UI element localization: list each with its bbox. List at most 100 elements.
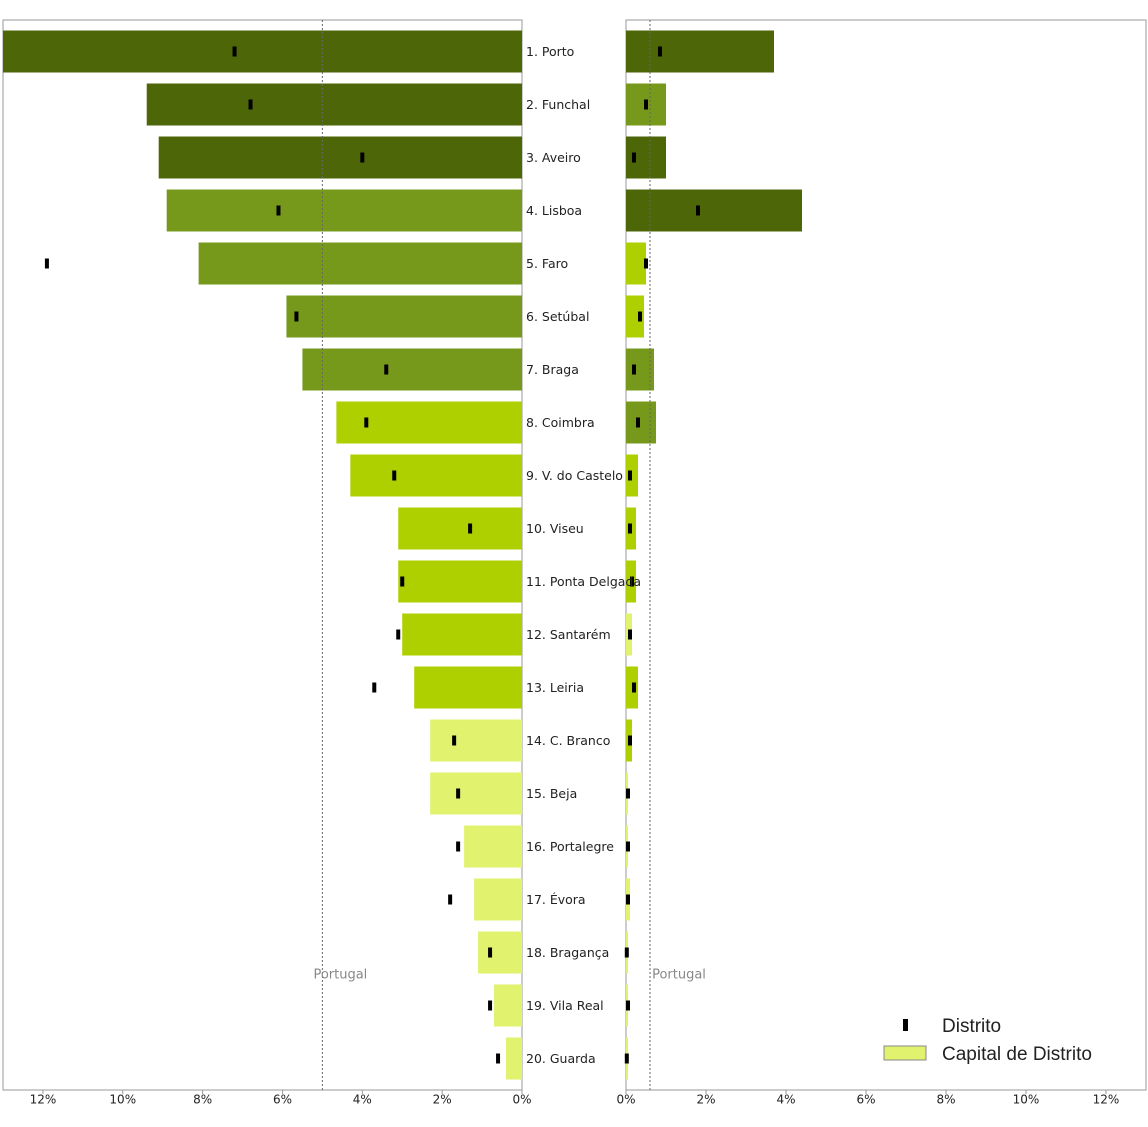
bar (464, 825, 522, 868)
category-label: 4. Lisboa (526, 203, 582, 218)
x-tick-label: 0% (512, 1093, 531, 1107)
marker (626, 1000, 630, 1011)
marker (392, 470, 397, 481)
marker (248, 99, 253, 110)
x-tick-label: 0% (616, 1093, 635, 1107)
marker (276, 205, 281, 216)
marker (624, 947, 629, 958)
marker (468, 523, 473, 534)
bar (430, 719, 522, 762)
marker (448, 894, 453, 905)
bar (402, 613, 522, 656)
marker (372, 682, 377, 693)
bar (626, 30, 774, 73)
category-label: 17. Évora (526, 892, 586, 907)
x-tick-label: 8% (193, 1093, 212, 1107)
category-label: 6. Setúbal (526, 309, 589, 324)
bar (166, 189, 522, 232)
marker (232, 46, 237, 57)
marker (456, 841, 461, 852)
marker (44, 258, 49, 269)
legend-marker (903, 1019, 908, 1031)
marker (396, 629, 401, 640)
x-tick-label: 12% (1093, 1093, 1120, 1107)
bar (398, 560, 522, 603)
x-tick-label: 4% (776, 1093, 795, 1107)
x-tick-label: 12% (30, 1093, 57, 1107)
reference-label: Portugal (652, 968, 706, 983)
category-label: 5. Faro (526, 256, 568, 271)
category-label: 14. C. Branco (526, 733, 610, 748)
category-label: 1. Porto (526, 44, 574, 59)
marker (626, 788, 630, 799)
category-label: 18. Bragança (526, 945, 609, 960)
x-tick-label: 2% (433, 1093, 452, 1107)
legend-label: Capital de Distrito (942, 1044, 1092, 1065)
x-tick-label: 6% (273, 1093, 292, 1107)
marker (644, 99, 648, 110)
category-label: 13. Leiria (526, 680, 584, 695)
bar (198, 242, 522, 285)
marker (456, 788, 461, 799)
panel-frame (625, 19, 1147, 1091)
bar (302, 348, 522, 391)
marker (632, 682, 636, 693)
marker (400, 576, 405, 587)
bar (626, 242, 646, 285)
bar (626, 401, 656, 444)
bar (506, 1037, 522, 1080)
marker (628, 470, 632, 481)
category-label: 7. Braga (526, 362, 579, 377)
category-label: 19. Vila Real (526, 998, 604, 1013)
bar (414, 666, 522, 709)
category-label: 10. Viseu (526, 521, 584, 536)
category-label: 15. Beja (526, 786, 577, 801)
marker (294, 311, 299, 322)
bar (158, 136, 522, 179)
marker (628, 735, 632, 746)
bar (626, 189, 802, 232)
category-label: 3. Aveiro (526, 150, 581, 165)
x-tick-label: 2% (696, 1093, 715, 1107)
bar (626, 295, 644, 338)
reference-label: Portugal (313, 968, 367, 983)
category-label: 11. Ponta Delgada (526, 574, 641, 589)
bar (494, 984, 522, 1027)
category-label: 20. Guarda (526, 1051, 596, 1066)
marker (638, 311, 642, 322)
marker (360, 152, 365, 163)
marker (626, 894, 630, 905)
category-label: 9. V. do Castelo (526, 468, 623, 483)
marker (626, 841, 630, 852)
x-tick-label: 4% (353, 1093, 372, 1107)
x-tick-label: 6% (856, 1093, 875, 1107)
marker (496, 1053, 501, 1064)
legend-label: Distrito (942, 1016, 1001, 1037)
bar (626, 348, 654, 391)
marker (624, 1053, 629, 1064)
bar (430, 772, 522, 815)
bar (286, 295, 522, 338)
category-label: 8. Coimbra (526, 415, 595, 430)
marker (630, 576, 634, 587)
marker (636, 417, 640, 428)
marker (628, 629, 632, 640)
category-label: 16. Portalegre (526, 839, 614, 854)
bar (146, 83, 522, 126)
marker (632, 152, 636, 163)
panel-frame (2, 19, 523, 1091)
marker (628, 523, 632, 534)
category-label: 2. Funchal (526, 97, 590, 112)
marker (364, 417, 369, 428)
bar (3, 30, 522, 73)
category-label: 12. Santarém (526, 627, 611, 642)
bar (398, 507, 522, 550)
bar (478, 931, 522, 974)
marker (488, 1000, 493, 1011)
marker (488, 947, 493, 958)
bar (474, 878, 522, 921)
legend-swatch (883, 1045, 927, 1061)
x-tick-label: 8% (936, 1093, 955, 1107)
marker (658, 46, 662, 57)
